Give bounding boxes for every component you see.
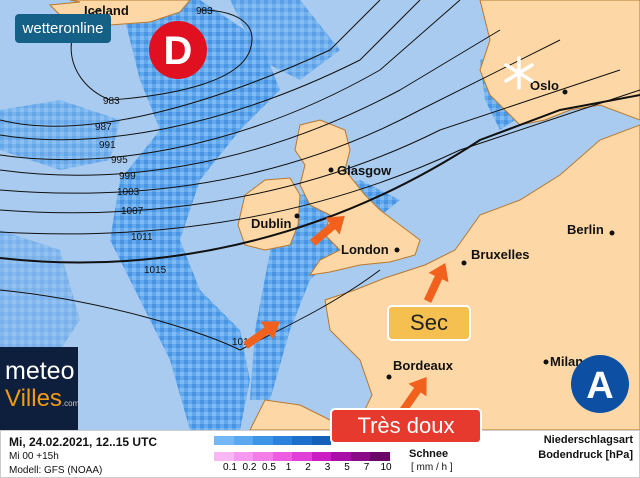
svg-text:101: 101 [232,337,249,348]
scale-tick: 1 [285,462,292,473]
scale-tick: 7 [363,462,370,473]
svg-text:1011: 1011 [131,232,153,243]
svg-text:1007: 1007 [121,206,144,217]
snow-color-swatch [214,452,234,461]
snow-color-swatch [311,452,331,461]
meteovilles-logo: meteo Villes.com [0,347,79,430]
snow-color-swatch [292,452,312,461]
unit-label: [ mm / h ] [411,462,453,473]
rain-color-swatch [233,436,253,445]
weather-map: 983 983 987 991 995 999 1003 1007 1011 1… [0,0,640,430]
scale-tick: 0.2 [242,462,257,473]
svg-text:983: 983 [103,96,120,107]
svg-text:D: D [164,29,193,73]
model-run: Mi 00 +15h [9,451,59,462]
snow-color-swatch [253,452,273,461]
snow-scale [214,452,390,461]
pressure-label: Bodendruck [hPa] [538,449,633,461]
model-name: Modell: GFS (NOAA) [9,465,103,476]
snow-color-swatch [350,452,370,461]
scale-tick: 0.1 [223,462,237,473]
scale-tick: 10 [380,462,392,473]
svg-text:Berlin: Berlin [567,222,604,237]
high-pressure-marker: A [571,355,629,413]
rain-color-swatch [214,436,234,445]
snow-color-swatch [233,452,253,461]
svg-text:Bordeaux: Bordeaux [393,358,454,373]
place-labels: Iceland Oslo Glasgow Dublin London Bruxe… [84,3,615,380]
scale-tick: 0.5 [262,462,276,473]
snow-color-swatch [272,452,292,461]
dry-label: Sec [387,305,471,341]
svg-text:A: A [586,365,613,407]
arrow-icon [243,321,281,349]
arrow-icon [399,376,427,414]
rain-color-swatch [311,436,331,445]
rain-scale [214,436,331,445]
precip-type-label: Niederschlagsart [543,434,633,446]
svg-text:Glasgow: Glasgow [337,163,392,178]
scale-tick: 3 [324,462,331,473]
svg-text:Dublin: Dublin [251,216,291,231]
svg-text:991: 991 [99,140,116,151]
svg-text:Bruxelles: Bruxelles [471,247,530,262]
snow-color-swatch [370,452,390,461]
svg-text:Oslo: Oslo [530,78,559,93]
svg-text:999: 999 [119,171,136,182]
rain-color-swatch [253,436,273,445]
arrow-icon [423,263,449,303]
svg-text:987: 987 [95,122,112,133]
wetteronline-logo: wetteronline [15,14,111,43]
very-mild-label: Très doux [330,408,482,444]
scale-tick: 5 [344,462,350,473]
rain-color-swatch [272,436,292,445]
svg-text:London: London [341,242,389,257]
snow-icon [504,56,534,90]
scale-tick: 2 [305,462,311,473]
svg-text:1003: 1003 [117,187,140,198]
rain-color-swatch [292,436,312,445]
warm-air-arrows [243,215,449,414]
legend-panel: Mi, 24.02.2021, 12..15 UTC Mi 00 +15h Mo… [0,430,640,478]
snow-color-swatch [331,452,351,461]
isobars [0,0,640,351]
low-pressure-marker: D [149,21,207,79]
svg-text:1015: 1015 [144,265,167,276]
svg-text:983: 983 [196,6,213,17]
svg-text:995: 995 [111,155,128,166]
snow-label: Schnee [409,448,449,460]
svg-text:Milan: Milan [550,354,583,369]
isobar-labels: 983 983 987 991 995 999 1003 1007 1011 1… [95,6,249,348]
forecast-date: Mi, 24.02.2021, 12..15 UTC [9,435,158,449]
arrow-icon [310,215,345,246]
precipitation [0,0,530,430]
